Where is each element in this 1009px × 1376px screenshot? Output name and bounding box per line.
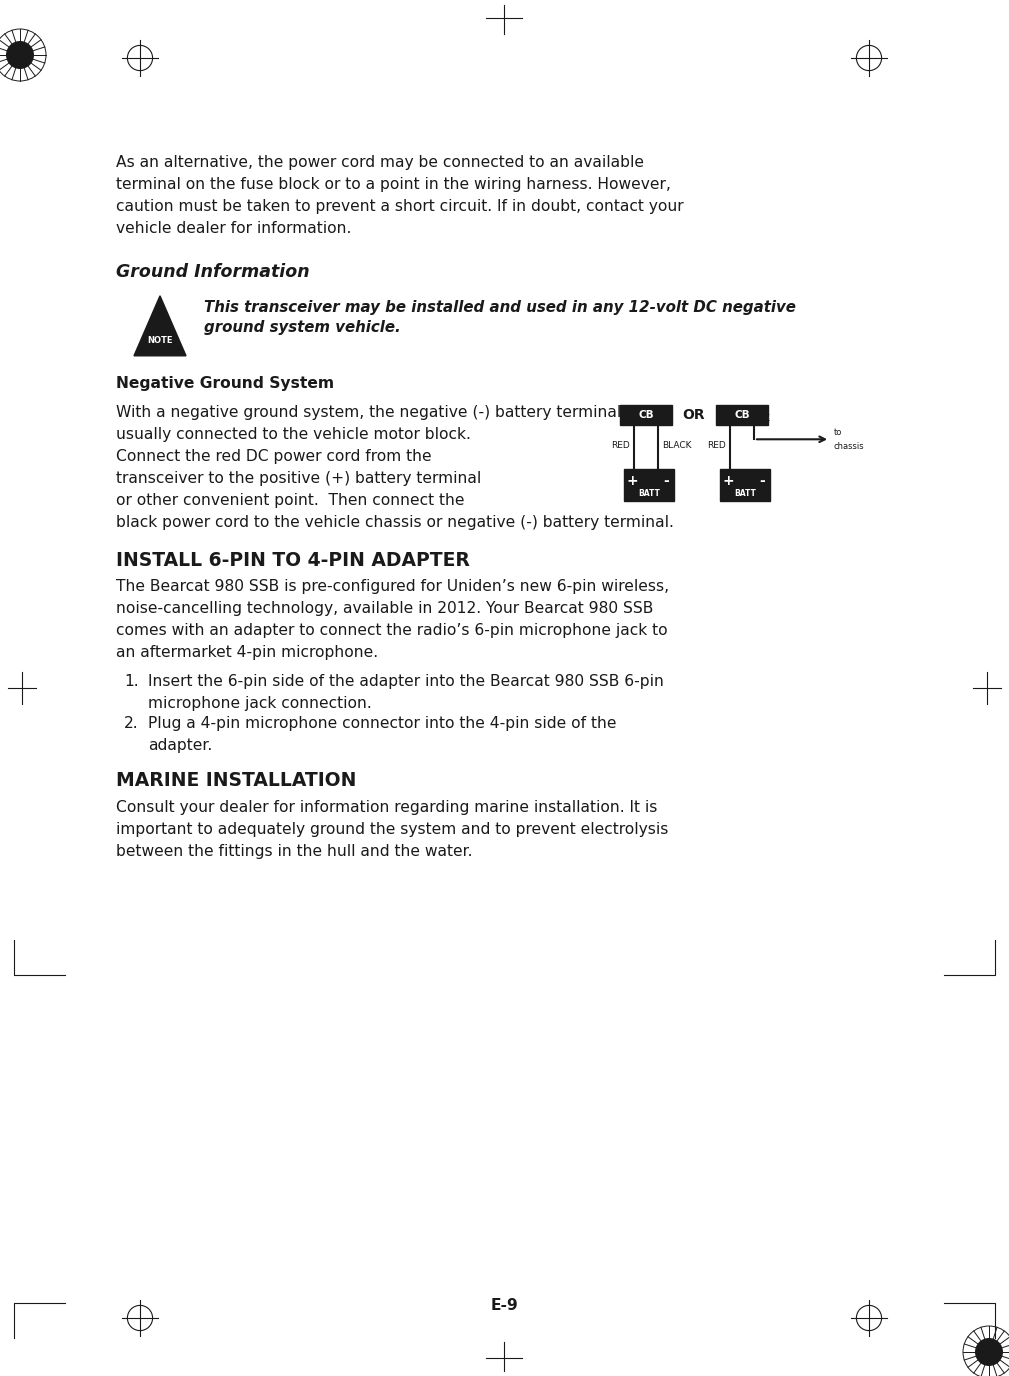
Text: ground system vehicle.: ground system vehicle. xyxy=(204,319,401,334)
Text: Insert the 6-pin side of the adapter into the Bearcat 980 SSB 6-pin: Insert the 6-pin side of the adapter int… xyxy=(148,674,664,689)
Text: chassis: chassis xyxy=(834,442,865,451)
Text: NOTE: NOTE xyxy=(147,336,173,345)
Text: Consult your dealer for information regarding marine installation. It is: Consult your dealer for information rega… xyxy=(116,799,658,815)
Text: 1.: 1. xyxy=(124,674,138,689)
Text: BATT: BATT xyxy=(638,488,660,498)
Circle shape xyxy=(6,41,34,69)
Text: This transceiver may be installed and used in any 12-volt DC negative: This transceiver may be installed and us… xyxy=(204,300,796,315)
Text: to: to xyxy=(834,428,843,438)
FancyBboxPatch shape xyxy=(720,469,770,501)
Text: caution must be taken to prevent a short circuit. If in doubt, contact your: caution must be taken to prevent a short… xyxy=(116,200,684,215)
Text: +: + xyxy=(627,475,638,488)
Text: With a negative ground system, the negative (-) battery terminal is: With a negative ground system, the negat… xyxy=(116,406,639,420)
Text: vehicle dealer for information.: vehicle dealer for information. xyxy=(116,222,351,237)
Text: Negative Ground System: Negative Ground System xyxy=(116,376,334,391)
Text: CB: CB xyxy=(735,410,750,420)
Text: an aftermarket 4-pin microphone.: an aftermarket 4-pin microphone. xyxy=(116,645,378,660)
Text: OR: OR xyxy=(683,409,705,422)
Text: adapter.: adapter. xyxy=(148,738,212,753)
Text: transceiver to the positive (+) battery terminal: transceiver to the positive (+) battery … xyxy=(116,472,481,486)
Text: Ground Information: Ground Information xyxy=(116,263,310,281)
Text: MARINE INSTALLATION: MARINE INSTALLATION xyxy=(116,771,356,790)
Text: As an alternative, the power cord may be connected to an available: As an alternative, the power cord may be… xyxy=(116,155,644,171)
Circle shape xyxy=(975,1337,1003,1366)
Text: RED: RED xyxy=(611,440,630,450)
Text: 2.: 2. xyxy=(124,716,138,731)
Text: microphone jack connection.: microphone jack connection. xyxy=(148,696,371,711)
Text: RED: RED xyxy=(707,440,726,450)
Text: BLACK: BLACK xyxy=(662,440,691,450)
Polygon shape xyxy=(134,296,186,356)
Text: between the fittings in the hull and the water.: between the fittings in the hull and the… xyxy=(116,843,472,859)
Text: The Bearcat 980 SSB is pre-configured for Uniden’s new 6-pin wireless,: The Bearcat 980 SSB is pre-configured fo… xyxy=(116,579,669,594)
Text: Plug a 4-pin microphone connector into the 4-pin side of the: Plug a 4-pin microphone connector into t… xyxy=(148,716,616,731)
FancyBboxPatch shape xyxy=(620,406,672,425)
Text: CB: CB xyxy=(638,410,654,420)
Text: -: - xyxy=(759,475,765,488)
Text: BATT: BATT xyxy=(735,488,756,498)
Text: usually connected to the vehicle motor block.: usually connected to the vehicle motor b… xyxy=(116,428,471,442)
FancyBboxPatch shape xyxy=(716,406,768,425)
Text: Connect the red DC power cord from the: Connect the red DC power cord from the xyxy=(116,450,432,464)
Text: comes with an adapter to connect the radio’s 6-pin microphone jack to: comes with an adapter to connect the rad… xyxy=(116,623,668,638)
Text: noise-cancelling technology, available in 2012. Your Bearcat 980 SSB: noise-cancelling technology, available i… xyxy=(116,601,654,616)
Text: important to adequately ground the system and to prevent electrolysis: important to adequately ground the syste… xyxy=(116,821,668,837)
Text: +: + xyxy=(722,475,734,488)
Text: E-9: E-9 xyxy=(490,1298,519,1313)
FancyBboxPatch shape xyxy=(624,469,674,501)
Text: -: - xyxy=(663,475,669,488)
Text: or other convenient point.  Then connect the: or other convenient point. Then connect … xyxy=(116,494,464,508)
Text: INSTALL 6-PIN TO 4-PIN ADAPTER: INSTALL 6-PIN TO 4-PIN ADAPTER xyxy=(116,550,470,570)
Text: black power cord to the vehicle chassis or negative (-) battery terminal.: black power cord to the vehicle chassis … xyxy=(116,515,674,530)
Text: terminal on the fuse block or to a point in the wiring harness. However,: terminal on the fuse block or to a point… xyxy=(116,178,671,193)
Text: BLACK: BLACK xyxy=(743,414,770,424)
